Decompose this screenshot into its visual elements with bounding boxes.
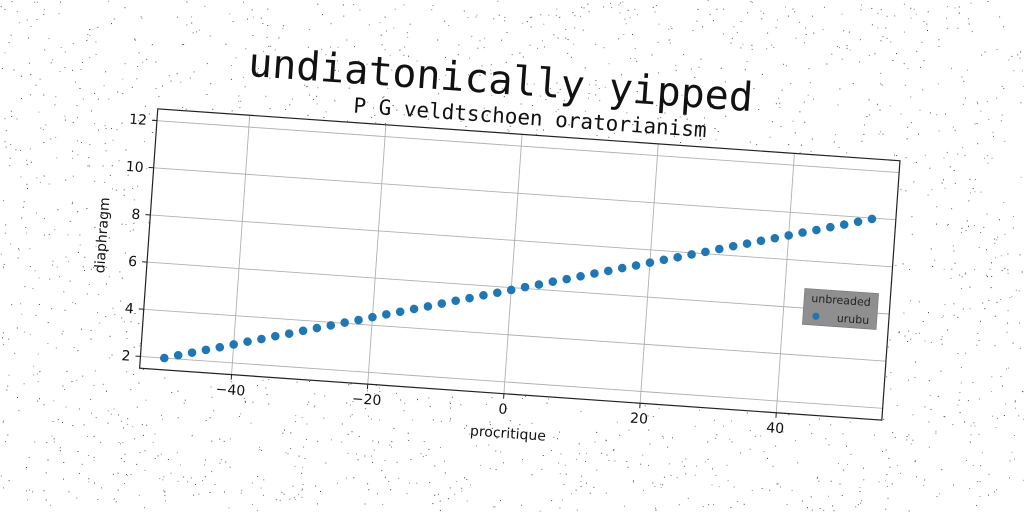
data-point [506, 285, 516, 295]
data-point [326, 321, 336, 330]
data-point [576, 272, 585, 281]
data-point [201, 345, 211, 355]
data-point [257, 334, 266, 344]
x-grid-line [367, 124, 387, 385]
legend-title: unbreaded [811, 292, 871, 309]
data-point [340, 318, 349, 327]
data-point [631, 261, 641, 270]
data-point [867, 214, 877, 224]
data-point [548, 277, 558, 287]
x-tick-label: −40 [215, 382, 246, 400]
data-point [798, 228, 807, 237]
data-point [298, 326, 308, 336]
data-point [826, 222, 835, 232]
x-grid-line [503, 134, 523, 394]
y-tick-label: 6 [128, 254, 138, 271]
data-point [465, 293, 474, 303]
data-point [395, 307, 405, 317]
data-point [451, 296, 460, 306]
data-point [215, 342, 225, 352]
x-tick-label: 0 [498, 401, 508, 418]
legend: unbreaded urubu [801, 288, 879, 330]
x-grid-line [639, 143, 659, 404]
y-tick-label: 8 [131, 207, 141, 224]
data-point [715, 244, 724, 254]
x-tick-label: 20 [630, 411, 649, 428]
x-tick-label: 40 [766, 420, 785, 437]
data-point [520, 282, 530, 292]
legend-box [801, 288, 879, 330]
y-grid-line [156, 120, 900, 173]
data-point [159, 353, 169, 363]
y-grid-line [147, 261, 890, 315]
data-point [659, 255, 669, 265]
data-point [728, 241, 738, 251]
data-point [645, 258, 655, 267]
grid-lines [140, 115, 900, 413]
data-point [173, 350, 183, 360]
plot-frame [138, 108, 901, 421]
data-point [354, 315, 363, 325]
data-point [701, 247, 710, 257]
y-tick-label: 4 [124, 301, 134, 318]
y-tick-label: 12 [129, 112, 148, 129]
y-axis-label: diaphragm [92, 197, 113, 274]
data-point [534, 280, 544, 289]
data-point [784, 231, 793, 240]
data-point [229, 340, 238, 349]
data-point [770, 233, 780, 243]
data-point [673, 252, 682, 262]
legend-entry-urubu: urubu [836, 312, 869, 327]
x-grid-line [775, 153, 795, 413]
data-point [423, 302, 433, 311]
axis-ticks: −40 −20 0 20 40 2 4 6 8 10 12 [121, 112, 785, 438]
data-point [742, 239, 752, 248]
y-grid-line [143, 308, 886, 362]
data-point [562, 274, 571, 284]
y-tick-label: 2 [121, 348, 131, 365]
legend-marker-urubu [812, 312, 820, 320]
data-point [187, 348, 197, 357]
x-tick-label: −20 [351, 391, 382, 409]
data-point [853, 217, 863, 227]
x-axis-label: procritique [469, 423, 546, 444]
data-point [409, 304, 419, 314]
data-point [270, 331, 280, 341]
data-point [243, 337, 252, 346]
y-grid-line [153, 167, 896, 221]
data-point [812, 225, 821, 235]
data-point [368, 312, 377, 322]
data-point [284, 329, 294, 338]
data-point [437, 299, 447, 308]
data-point [479, 291, 488, 300]
y-grid-line [150, 214, 893, 268]
data-point [590, 269, 599, 278]
plot-area [139, 108, 900, 421]
data-point [492, 288, 502, 298]
y-tick-label: 10 [125, 159, 144, 176]
data-point [312, 323, 322, 333]
data-point [756, 236, 766, 246]
data-point [687, 250, 696, 259]
y-grid-line [140, 355, 883, 409]
data-point [839, 220, 849, 229]
data-point [617, 263, 627, 273]
data-point [604, 266, 613, 276]
data-point [382, 310, 391, 319]
x-grid-line [231, 115, 251, 375]
series-urubu-points [159, 214, 877, 363]
